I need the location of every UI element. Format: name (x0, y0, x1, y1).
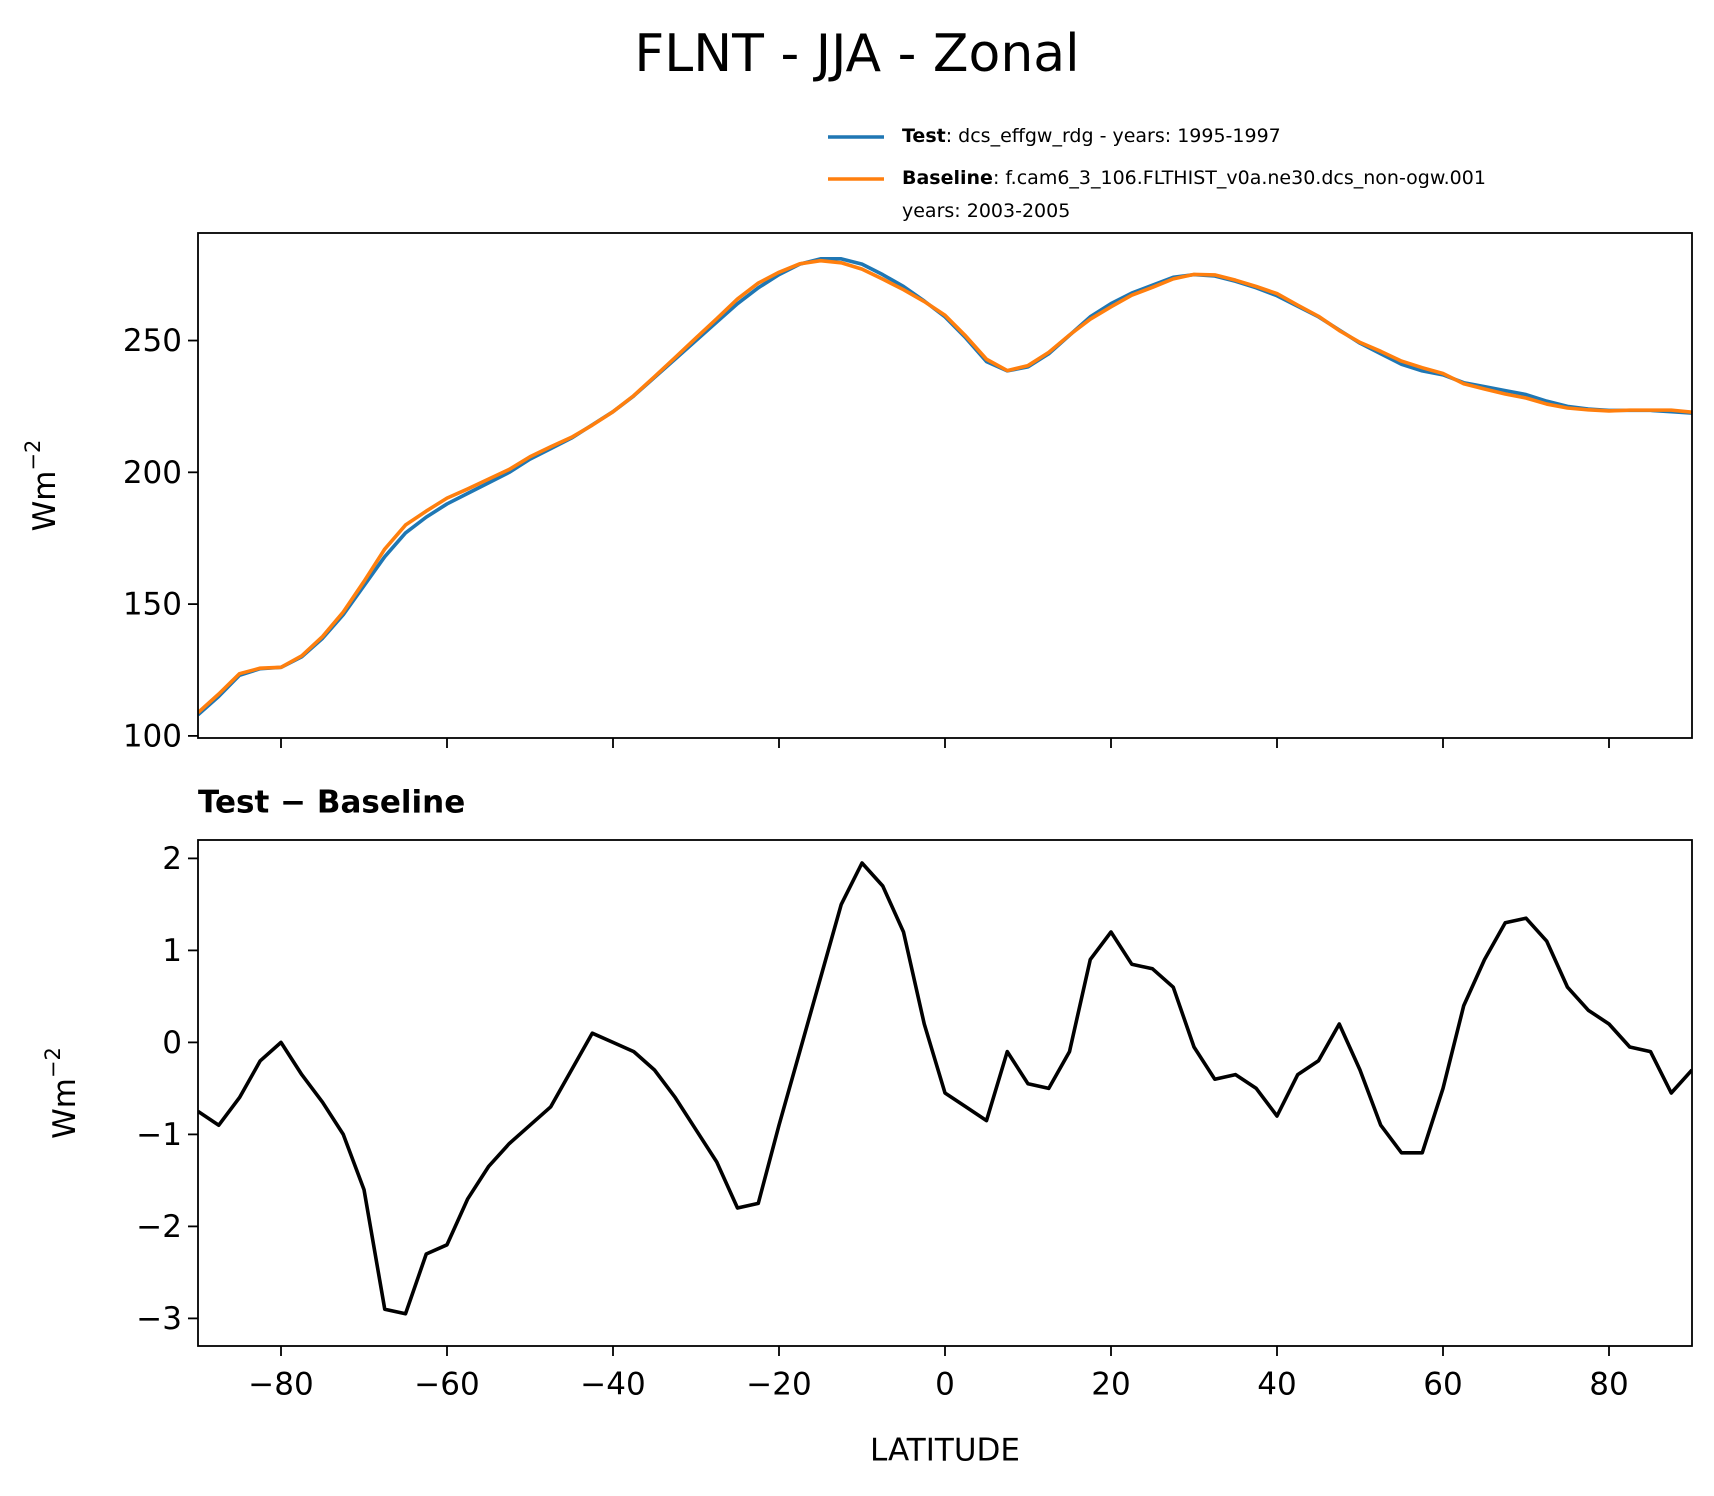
y-tick-label: 200 (123, 455, 182, 491)
legend-text: : f.cam6_3_106.FLTHIST_v0a.ne30.dcs_non-… (993, 167, 1486, 189)
x-tick-label: −60 (414, 1367, 479, 1403)
y-tick-label: 1 (162, 933, 182, 969)
legend-name: Test (902, 125, 946, 147)
y-label-base: Wm (27, 471, 63, 532)
data-line (198, 258, 1692, 715)
legend-text: : dcs_effgw_rdg - years: 1995-1997 (946, 125, 1281, 147)
subplot-title: Test − Baseline (198, 785, 465, 821)
legend-label: Baseline: f.cam6_3_106.FLTHIST_v0a.ne30.… (902, 167, 1486, 222)
y-label-sup: −2 (21, 440, 45, 471)
x-tick-label: −20 (746, 1367, 811, 1403)
x-tick-label: 20 (1091, 1367, 1130, 1403)
x-tick-label: 80 (1589, 1367, 1628, 1403)
data-line (198, 861, 1692, 1316)
legend-label: Test: dcs_effgw_rdg - years: 1995-1997 (902, 125, 1281, 147)
legend-name: Baseline (902, 167, 993, 189)
x-tick-label: −80 (248, 1367, 313, 1403)
y-label-base: Wm (47, 1078, 83, 1139)
y-label-sup: −2 (41, 1047, 65, 1078)
x-tick-label: 40 (1257, 1367, 1296, 1403)
legend-text: years: 2003-2005 (902, 200, 1070, 222)
y-tick-label: 2 (162, 841, 182, 877)
x-tick-label: 0 (935, 1367, 955, 1403)
data-line (198, 257, 1692, 717)
x-tick-label: −40 (580, 1367, 645, 1403)
figure-title: FLNT - JJA - Zonal (634, 24, 1079, 84)
y-tick-label: 150 (123, 587, 182, 623)
y-axis-label: Wm−2 (41, 1047, 83, 1139)
y-tick-label: 0 (162, 1025, 182, 1061)
y-tick-label: −3 (136, 1301, 182, 1337)
y-axis-label: Wm−2 (21, 440, 63, 532)
y-tick-label: −2 (136, 1209, 182, 1245)
plot-frame (197, 232, 1693, 739)
y-tick-label: −1 (136, 1117, 182, 1153)
y-tick-label: 250 (123, 323, 182, 359)
x-tick-label: 60 (1423, 1367, 1462, 1403)
y-tick-label: 100 (123, 718, 182, 754)
x-axis-label: LATITUDE (870, 1433, 1020, 1469)
